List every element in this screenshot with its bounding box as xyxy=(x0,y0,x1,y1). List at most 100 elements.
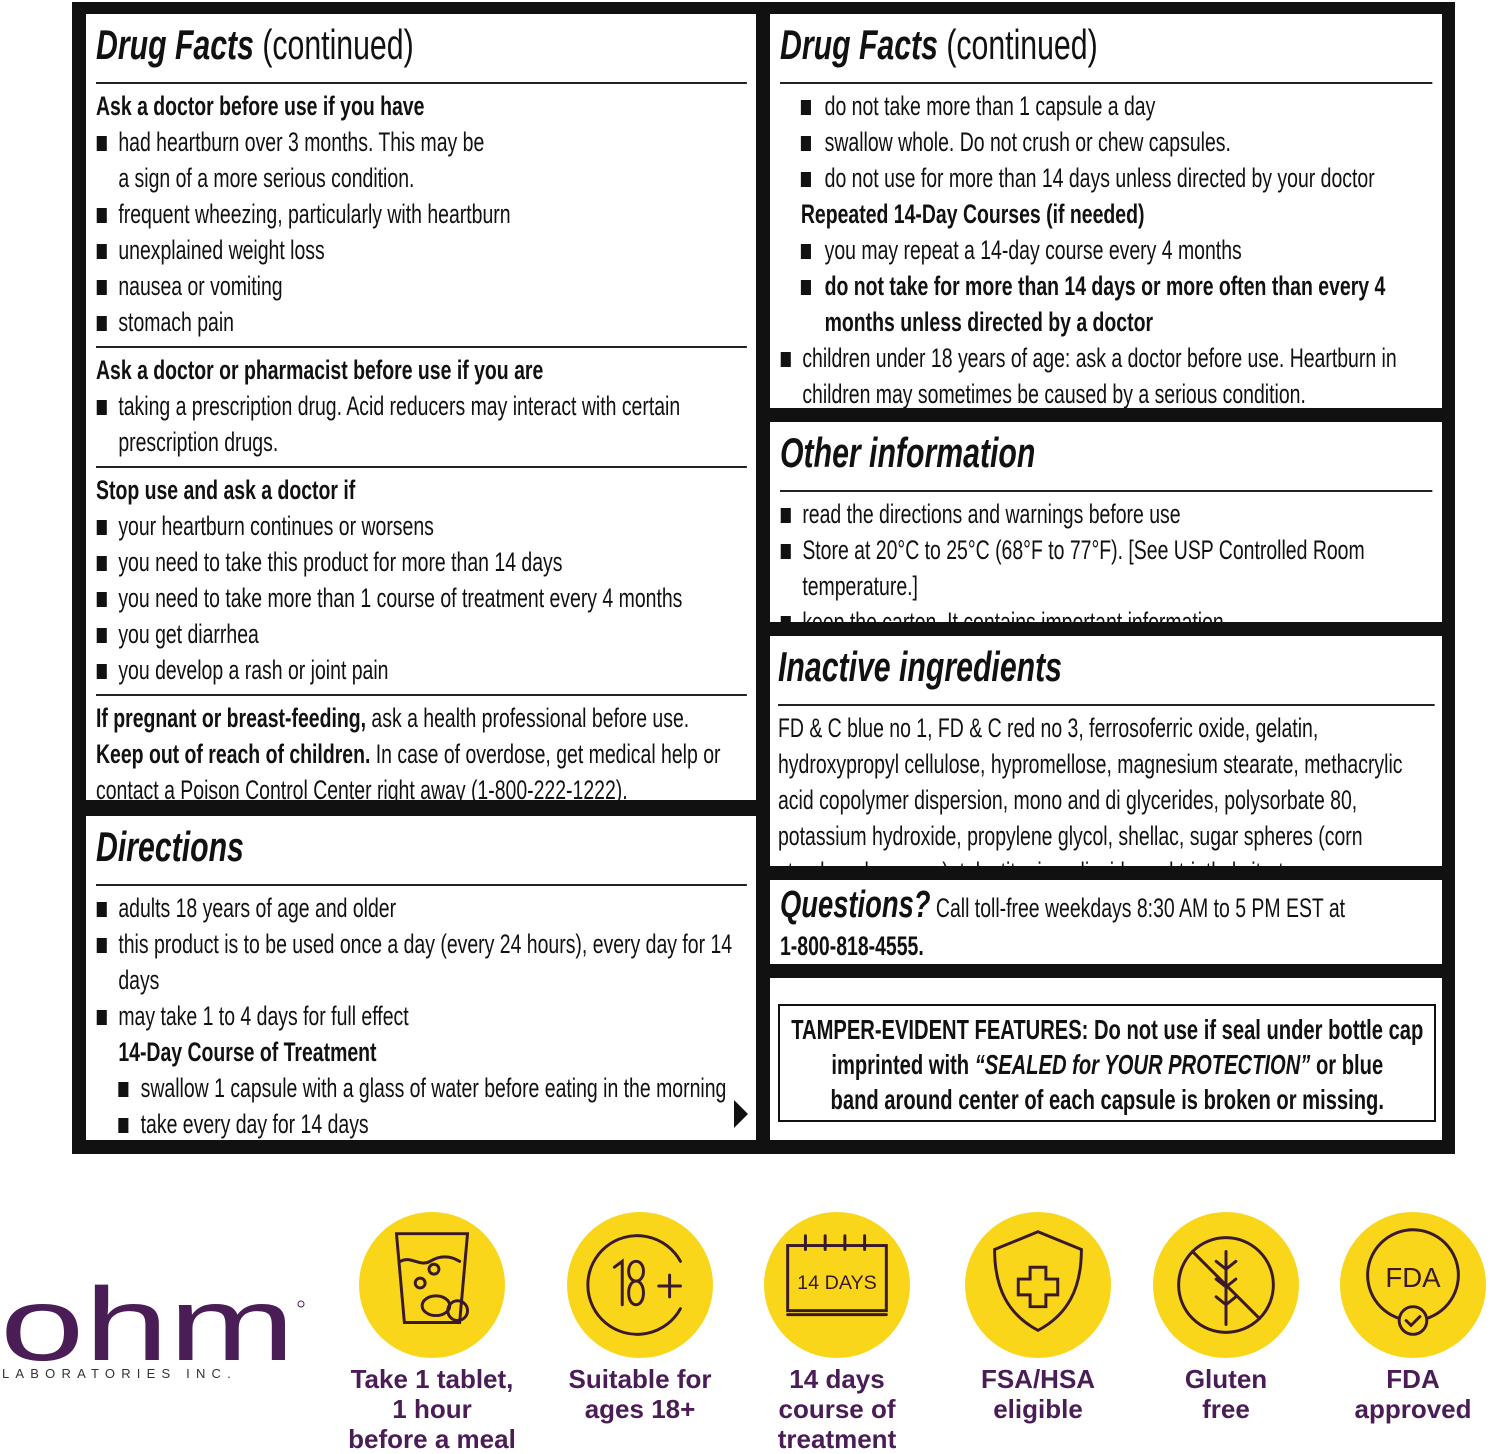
line-text: FD & C blue no 1, FD & C red no 3, ferro… xyxy=(778,713,1319,743)
feature-label-line: Take 1 tablet, xyxy=(350,1364,514,1394)
panel-inactive-ingredients: Inactive ingredients FD & C blue no 1, FD… xyxy=(770,636,1442,866)
section-title: Inactive ingredients xyxy=(778,636,1435,698)
panel-other-information: Other information read the directions and… xyxy=(770,422,1442,622)
feature-badge: Suitable for ages 18+ xyxy=(552,1212,728,1424)
feature-label: FSA/HSA eligible xyxy=(950,1364,1126,1424)
age-18-plus-icon xyxy=(567,1212,713,1358)
feature-label: Take 1 tablet, 1 hour before a meal xyxy=(344,1364,520,1454)
feature-label-line: free xyxy=(1202,1394,1250,1424)
text-line: you develop a rash or joint pain xyxy=(96,652,747,688)
line-text: adults 18 years of age and older xyxy=(118,893,397,923)
text-line: acid copolymer dispersion, mono and di g… xyxy=(778,782,1435,818)
text-line: a sign of a more serious condition. xyxy=(96,160,747,196)
tamper-sealed-text: “SEALED for YOUR PROTECTION” xyxy=(974,1049,1311,1080)
feature-label: FDA approved xyxy=(1325,1364,1500,1424)
line-text: children under 18 years of age: ask a do… xyxy=(802,343,1397,373)
text-line: do not take for more than 14 days or mor… xyxy=(780,268,1433,304)
line-text: take every day for 14 days xyxy=(140,1109,369,1139)
line-text: swallow whole. Do not crush or chew caps… xyxy=(824,127,1231,157)
line-text: frequent wheezing, particularly with hea… xyxy=(118,199,511,229)
divider xyxy=(96,82,747,84)
text-line: nausea or vomiting xyxy=(96,268,747,304)
section-heading: Ask a doctor before use if you have xyxy=(96,88,747,124)
tamper-line-2a: imprinted with xyxy=(831,1049,975,1080)
tamper-line-2c: or blue xyxy=(1310,1049,1384,1080)
text-line: prescription drugs. xyxy=(96,424,747,460)
feature-label: 14 days course of treatment xyxy=(749,1364,925,1454)
text-line: If pregnant or breast-feeding, ask a hea… xyxy=(96,700,747,736)
line-text: do not use for more than 14 days unless … xyxy=(824,163,1375,193)
divider xyxy=(96,694,747,696)
section-heading: Repeated 14-Day Courses (if needed) xyxy=(780,196,1433,232)
panel-tamper: TAMPER-EVIDENT FEATURES: Do not use if s… xyxy=(770,978,1442,1140)
feature-label-line: approved xyxy=(1354,1394,1472,1424)
text-line: take every day for 14 days xyxy=(96,1106,747,1140)
line-text: stomach pain xyxy=(118,307,234,337)
calendar-14-days-icon: 14 DAYS xyxy=(764,1212,910,1358)
text-line: you may repeat a 14-day course every 4 m… xyxy=(780,232,1433,268)
line-text: ask a health professional before use. xyxy=(366,703,690,733)
feature-badge: Take 1 tablet, 1 hour before a meal xyxy=(344,1212,520,1454)
section-title-bold: Drug Facts xyxy=(780,21,938,68)
text-line: days xyxy=(96,962,747,998)
line-text: swallow 1 capsule with a glass of water … xyxy=(140,1073,727,1103)
feature-label-line: Suitable for xyxy=(568,1364,712,1394)
feature-label: Suitable for ages 18+ xyxy=(552,1364,728,1424)
section-heading: Ask a doctor or pharmacist before use if… xyxy=(96,352,747,388)
text-line: swallow 1 capsule with a glass of water … xyxy=(96,1070,747,1106)
tamper-line-3: band around center of each capsule is br… xyxy=(830,1084,1384,1115)
section-title: Other information xyxy=(780,422,1433,484)
line-text: unexplained weight loss xyxy=(118,235,325,265)
line-text: you develop a rash or joint pain xyxy=(118,655,389,685)
line-text: days xyxy=(118,965,160,995)
line-text: do not take for more than 14 days or mor… xyxy=(824,271,1386,301)
line-text: you need to take more than 1 course of t… xyxy=(118,583,683,613)
text-line: unexplained weight loss xyxy=(96,232,747,268)
divider xyxy=(96,884,747,886)
line-text: acid copolymer dispersion, mono and di g… xyxy=(778,785,1358,815)
text-line: children may sometimes be caused by a se… xyxy=(780,376,1433,408)
bold-lead: If pregnant or breast-feeding, xyxy=(96,703,367,733)
text-line: temperature.] xyxy=(780,568,1433,604)
feature-label-line: FSA/HSA xyxy=(980,1364,1096,1394)
text-line: keep the carton. It contains important i… xyxy=(780,604,1433,622)
line-text: Store at 20°C to 25°C (68°F to 77°F). [S… xyxy=(802,535,1365,565)
text-line: may take 1 to 4 days for full effect xyxy=(96,998,747,1034)
divider xyxy=(778,704,1435,706)
text-line: do not take more than 1 capsule a day xyxy=(780,88,1433,124)
line-text: Ask a doctor before use if you have xyxy=(96,91,425,121)
divider xyxy=(780,82,1433,84)
line-text: this product is to be used once a day (e… xyxy=(118,929,733,959)
text-line: you need to take more than 1 course of t… xyxy=(96,580,747,616)
text-line: frequent wheezing, particularly with hea… xyxy=(96,196,747,232)
line-text: you need to take this product for more t… xyxy=(118,547,563,577)
line-text: prescription drugs. xyxy=(118,427,279,457)
section-heading: Stop use and ask a doctor if xyxy=(96,472,747,508)
text-line: contact a Poison Control Center right aw… xyxy=(96,772,747,800)
text-line: FD & C blue no 1, FD & C red no 3, ferro… xyxy=(778,710,1435,746)
panel-directions: Directions adults 18 years of age and old… xyxy=(86,816,756,1140)
section-title: Drug Facts (continued) xyxy=(780,14,1433,76)
panel-directions-continued: Drug Facts (continued) do not take more t… xyxy=(770,14,1442,408)
line-text: temperature.] xyxy=(802,571,918,601)
line-text: you may repeat a 14-day course every 4 m… xyxy=(824,235,1242,265)
text-line: swallow whole. Do not crush or chew caps… xyxy=(780,124,1433,160)
shield-cross-icon xyxy=(965,1212,1111,1358)
text-line: your heartburn continues or worsens xyxy=(96,508,747,544)
line-text: Stop use and ask a doctor if xyxy=(96,475,356,505)
feature-label-line: Gluten xyxy=(1184,1364,1268,1394)
line-text: taking a prescription drug. Acid reducer… xyxy=(118,391,681,421)
line-text: do not take more than 1 capsule a day xyxy=(824,91,1156,121)
line-text: Ask a doctor or pharmacist before use if… xyxy=(96,355,544,385)
section-title-bold: Other information xyxy=(780,429,1036,476)
text-line: you need to take this product for more t… xyxy=(96,544,747,580)
glass-pill-icon xyxy=(359,1212,505,1358)
panel-questions: Questions? Call toll-free weekdays 8:30 … xyxy=(770,880,1442,964)
divider xyxy=(96,346,747,348)
feature-badge: Gluten free xyxy=(1138,1212,1314,1424)
text-line: do not use for more than 14 days unless … xyxy=(780,160,1433,196)
section-title: Directions xyxy=(96,816,747,878)
divider xyxy=(780,490,1433,492)
line-text: starch and sucrose), talc, titanium diox… xyxy=(778,857,1300,866)
text-line: this product is to be used once a day (e… xyxy=(96,926,747,962)
